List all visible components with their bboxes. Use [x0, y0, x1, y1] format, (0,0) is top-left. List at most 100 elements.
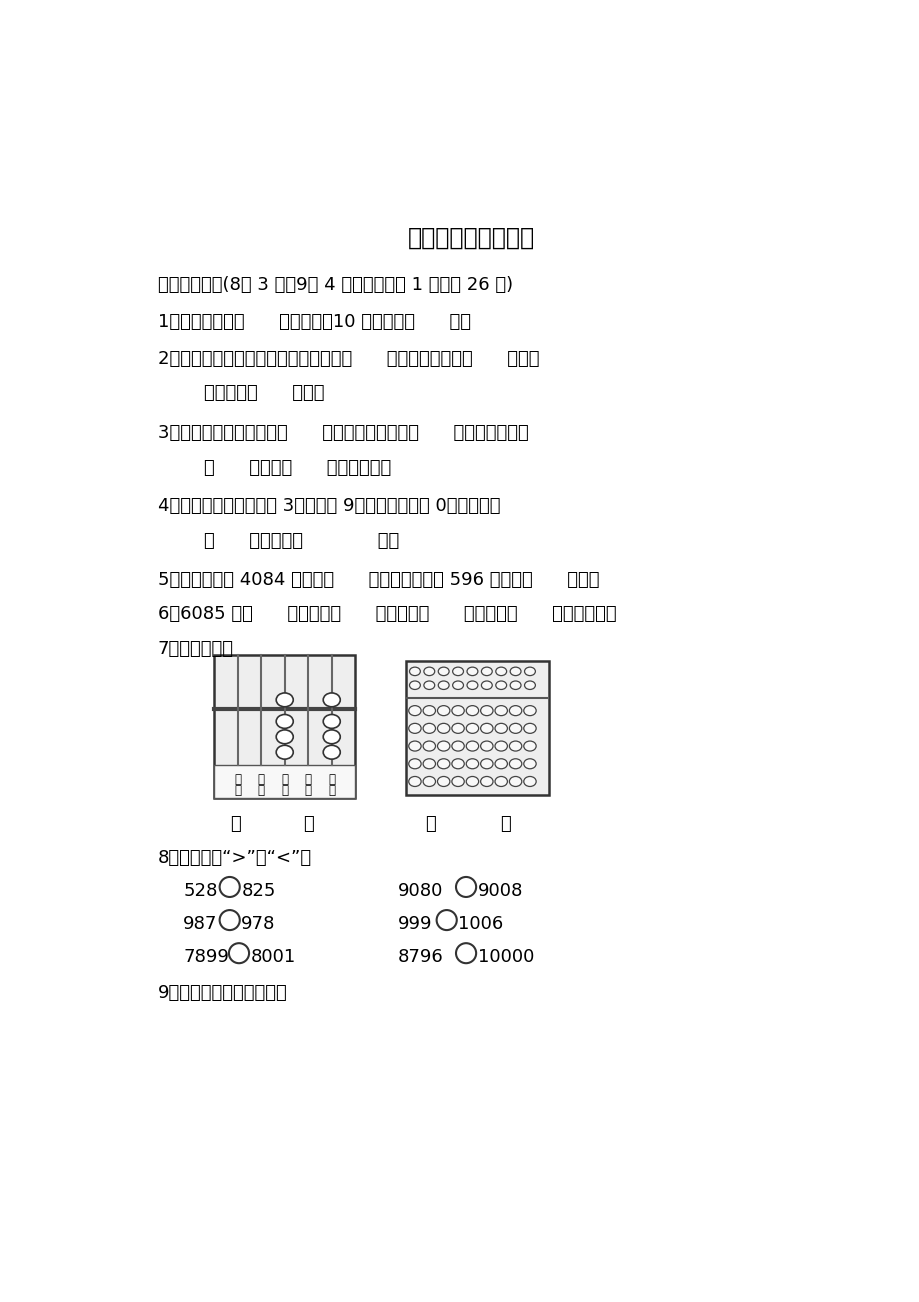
Ellipse shape — [452, 667, 463, 676]
Ellipse shape — [276, 715, 293, 728]
Ellipse shape — [480, 706, 493, 716]
Ellipse shape — [467, 667, 477, 676]
Ellipse shape — [494, 706, 507, 716]
Ellipse shape — [523, 724, 536, 733]
Text: 位: 位 — [281, 784, 288, 797]
Ellipse shape — [523, 706, 536, 716]
Ellipse shape — [467, 681, 477, 690]
Text: 825: 825 — [241, 881, 276, 900]
Ellipse shape — [494, 776, 507, 786]
Ellipse shape — [481, 667, 492, 676]
Text: 千: 千 — [257, 773, 265, 786]
Circle shape — [437, 910, 456, 930]
Text: 9．按顺序排列下列各数。: 9．按顺序排列下列各数。 — [157, 984, 287, 1003]
Ellipse shape — [423, 776, 435, 786]
Ellipse shape — [524, 681, 535, 690]
Ellipse shape — [409, 667, 420, 676]
Text: 8796: 8796 — [397, 948, 443, 966]
Ellipse shape — [509, 706, 521, 716]
Ellipse shape — [523, 741, 536, 751]
Text: 万: 万 — [234, 773, 241, 786]
Ellipse shape — [494, 724, 507, 733]
Text: 7899: 7899 — [183, 948, 229, 966]
Ellipse shape — [437, 667, 448, 676]
Text: 5．实验小学有 4084 人，约（      ）人，二年级有 596 人，约（      ）人。: 5．实验小学有 4084 人，约（ ）人，二年级有 596 人，约（ ）人。 — [157, 570, 598, 589]
Ellipse shape — [408, 724, 421, 733]
Ellipse shape — [509, 741, 521, 751]
Ellipse shape — [437, 741, 449, 751]
Text: 9080: 9080 — [397, 881, 443, 900]
Text: 1．一千里面有（      ）个一百，10 个一千是（      ）。: 1．一千里面有（ ）个一百，10 个一千是（ ）。 — [157, 312, 471, 331]
Ellipse shape — [437, 681, 448, 690]
Ellipse shape — [509, 724, 521, 733]
Ellipse shape — [480, 759, 493, 768]
Ellipse shape — [510, 681, 520, 690]
Ellipse shape — [452, 681, 463, 690]
Ellipse shape — [480, 741, 493, 751]
Ellipse shape — [466, 706, 478, 716]
Text: 978: 978 — [241, 915, 276, 932]
Text: 第七单元过关检测卷: 第七单元过关检测卷 — [407, 225, 535, 250]
Ellipse shape — [437, 776, 449, 786]
Ellipse shape — [423, 724, 435, 733]
Ellipse shape — [466, 724, 478, 733]
Ellipse shape — [409, 681, 420, 690]
Ellipse shape — [437, 706, 449, 716]
Text: 6．6085 由（      ）个千，（      ）个百，（      ）个十，（      ）个一组成。: 6．6085 由（ ）个千，（ ）个百，（ ）个十，（ ）个一组成。 — [157, 605, 616, 624]
Text: 位: 位 — [257, 784, 265, 797]
Circle shape — [220, 878, 240, 897]
Text: （      ），以（      ）表示档位。: （ ），以（ ）表示档位。 — [204, 458, 391, 477]
Ellipse shape — [424, 667, 435, 676]
Circle shape — [229, 943, 249, 963]
Text: 十: 十 — [304, 773, 312, 786]
Text: 8001: 8001 — [250, 948, 296, 966]
Ellipse shape — [437, 724, 449, 733]
Ellipse shape — [323, 693, 340, 707]
Text: 一、我会填。(8题 3 分，9题 4 分，其余每空 1 分，共 26 分): 一、我会填。(8题 3 分，9题 4 分，其余每空 1 分，共 26 分) — [157, 276, 512, 293]
Ellipse shape — [466, 741, 478, 751]
Ellipse shape — [494, 759, 507, 768]
Text: 2．数位顺序表中，从右边起第三位是（      ）位，第四位是（      ）位，: 2．数位顺序表中，从右边起第三位是（ ）位，第四位是（ ）位， — [157, 349, 539, 367]
Text: ）: ） — [303, 815, 313, 832]
Text: 10000: 10000 — [477, 948, 534, 966]
Ellipse shape — [466, 759, 478, 768]
Text: 百: 百 — [281, 773, 288, 786]
Ellipse shape — [509, 776, 521, 786]
Ellipse shape — [523, 759, 536, 768]
Text: ）: ） — [500, 815, 510, 832]
Circle shape — [456, 878, 476, 897]
Ellipse shape — [276, 693, 293, 707]
Ellipse shape — [480, 776, 493, 786]
Text: 9008: 9008 — [477, 881, 523, 900]
Ellipse shape — [323, 730, 340, 743]
Ellipse shape — [510, 667, 520, 676]
Text: （: （ — [425, 815, 436, 832]
Ellipse shape — [276, 745, 293, 759]
Ellipse shape — [451, 741, 464, 751]
Ellipse shape — [451, 776, 464, 786]
Ellipse shape — [495, 667, 506, 676]
Text: 999: 999 — [397, 915, 432, 932]
Text: 1006: 1006 — [458, 915, 503, 932]
Bar — [214, 655, 355, 798]
Ellipse shape — [466, 776, 478, 786]
Circle shape — [456, 943, 476, 963]
Ellipse shape — [323, 715, 340, 728]
Ellipse shape — [423, 741, 435, 751]
Ellipse shape — [495, 681, 506, 690]
Text: 987: 987 — [183, 915, 217, 932]
Text: （: （ — [230, 815, 240, 832]
Ellipse shape — [524, 667, 535, 676]
Ellipse shape — [451, 706, 464, 716]
Ellipse shape — [424, 681, 435, 690]
Ellipse shape — [276, 730, 293, 743]
Ellipse shape — [423, 759, 435, 768]
Text: 8．在里填上“>”或“<”。: 8．在里填上“>”或“<”。 — [157, 849, 312, 867]
Ellipse shape — [408, 759, 421, 768]
Ellipse shape — [451, 724, 464, 733]
Ellipse shape — [408, 706, 421, 716]
Ellipse shape — [509, 759, 521, 768]
Ellipse shape — [481, 681, 492, 690]
Text: 万位是第（      ）位。: 万位是第（ ）位。 — [204, 384, 324, 402]
Ellipse shape — [494, 741, 507, 751]
